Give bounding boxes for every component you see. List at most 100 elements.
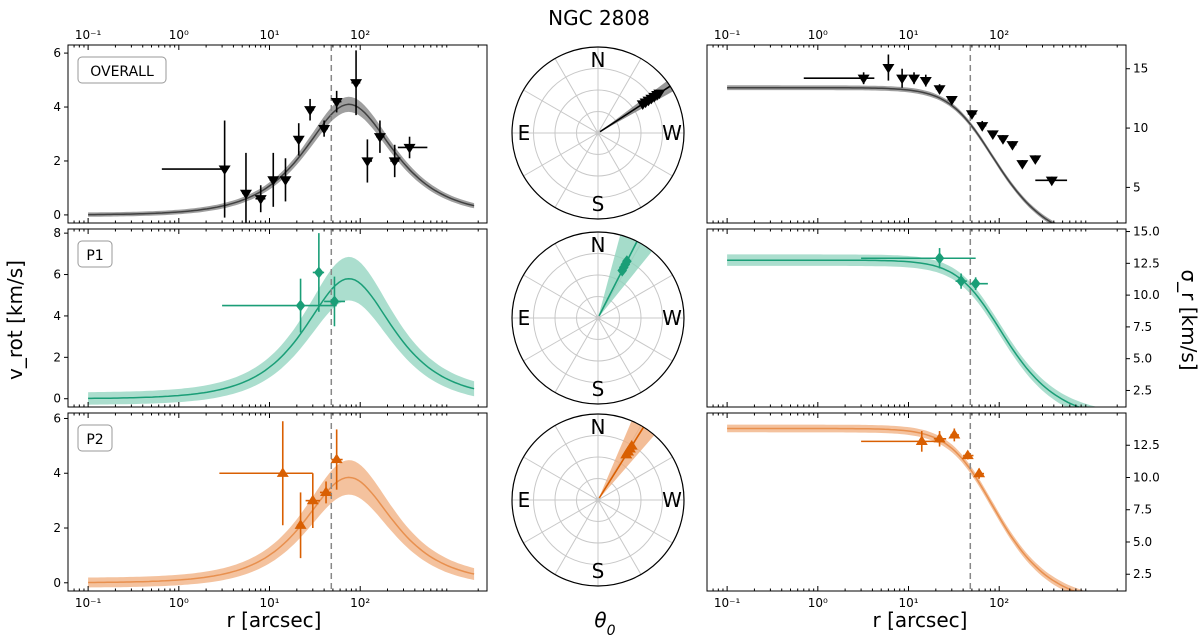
x-tick-label: 10² xyxy=(350,596,370,610)
compass-s: S xyxy=(592,377,605,401)
model-band xyxy=(88,96,475,217)
panel-frame xyxy=(706,412,1127,592)
data-point xyxy=(330,453,343,464)
x-tick-label: 10² xyxy=(350,28,370,42)
polar-point xyxy=(625,440,638,450)
panel-label: P2 xyxy=(86,432,103,448)
data-point xyxy=(329,295,340,308)
sigma-panel-overall: 5 10 15 10⁻¹ 10⁰ 10¹ 10² xyxy=(706,28,1148,224)
data-point xyxy=(945,95,958,106)
data-point xyxy=(403,143,416,154)
data-point xyxy=(996,135,1009,145)
data-point xyxy=(314,266,324,279)
model-line xyxy=(88,103,475,216)
y-tick-label: 15 xyxy=(1133,62,1148,76)
y-tick-label: 4 xyxy=(53,309,61,323)
data-point xyxy=(318,125,331,135)
data-point xyxy=(350,79,363,89)
data-point xyxy=(896,74,909,85)
compass-w: W xyxy=(662,306,682,330)
data-point xyxy=(267,176,280,186)
model-band xyxy=(88,256,475,405)
model-line xyxy=(727,86,1054,223)
compass-n: N xyxy=(591,415,606,439)
polar-frame xyxy=(511,46,685,220)
data-point xyxy=(361,157,374,167)
data-point xyxy=(1006,141,1019,151)
compass-e: E xyxy=(518,121,531,145)
data-point xyxy=(218,165,231,176)
x-tick-label: 10⁻¹ xyxy=(75,28,102,42)
polar-direction-line xyxy=(597,426,645,501)
compass-n: N xyxy=(591,48,606,72)
panel-frame xyxy=(706,228,1127,408)
left-y-axis-label: v_rot [km/s] xyxy=(3,260,27,380)
x-tick-label: 10¹ xyxy=(898,28,918,42)
data-point xyxy=(279,176,292,186)
data-point xyxy=(933,85,946,95)
panel-frame xyxy=(67,228,488,408)
y-tick-label: 2 xyxy=(53,521,61,535)
sigma-panel-p2: 2.5 5.0 7.5 10.0 12.5 10⁻¹ 10⁰ 10¹ 10² xyxy=(706,412,1160,610)
data-point xyxy=(292,135,305,146)
y-tick-label: 2.5 xyxy=(1133,383,1152,397)
polar-center xyxy=(595,497,601,503)
panel-label-box xyxy=(77,240,113,268)
compass-s: S xyxy=(592,559,605,583)
data-point xyxy=(934,252,945,265)
polar-frame xyxy=(511,231,685,405)
panel-frame xyxy=(706,44,1127,224)
panel-label: P1 xyxy=(86,248,103,264)
y-tick-label: 6 xyxy=(53,46,61,60)
panel-label-box xyxy=(77,424,113,452)
x-tick-label: 10² xyxy=(989,596,1009,610)
polar-center xyxy=(595,130,601,136)
y-tick-label: 5.0 xyxy=(1133,352,1152,366)
compass-s: S xyxy=(592,192,605,216)
y-tick-label: 7.5 xyxy=(1133,503,1152,517)
polar-point xyxy=(653,89,666,100)
data-point xyxy=(373,133,386,143)
data-point xyxy=(1016,160,1029,170)
x-tick-label: 10² xyxy=(989,28,1009,42)
vrot-panel-p1: 0 2 4 6 8 P1 xyxy=(53,226,488,408)
polar-center xyxy=(595,315,601,321)
y-tick-label: 2 xyxy=(53,154,61,168)
x-tick-label: 10¹ xyxy=(259,596,279,610)
model-line xyxy=(88,476,475,584)
y-tick-label: 6 xyxy=(53,411,61,425)
y-tick-label: 10 xyxy=(1133,121,1148,135)
y-tick-label: 12.5 xyxy=(1133,438,1160,452)
polar-panel-p2: N E W S xyxy=(511,413,685,587)
data-point xyxy=(915,435,928,445)
y-tick-label: 15.0 xyxy=(1133,225,1160,239)
data-point xyxy=(986,130,999,140)
data-point xyxy=(330,98,343,108)
y-tick-label: 6 xyxy=(53,268,61,282)
data-point xyxy=(320,486,333,497)
y-tick-label: 0 xyxy=(53,392,61,406)
y-tick-label: 12.5 xyxy=(1133,256,1160,270)
polar-wedge xyxy=(598,420,655,500)
model-band xyxy=(727,424,1086,591)
y-tick-label: 5 xyxy=(1133,180,1141,194)
model-line xyxy=(727,427,1077,591)
model-line xyxy=(727,259,1081,407)
y-tick-label: 4 xyxy=(53,466,61,480)
data-point xyxy=(961,449,974,460)
model-band xyxy=(727,254,1098,407)
model-band xyxy=(727,85,1057,223)
data-point xyxy=(965,110,978,120)
data-point xyxy=(973,467,986,478)
data-point xyxy=(239,189,252,200)
compass-e: E xyxy=(518,306,531,330)
compass-w: W xyxy=(662,121,682,145)
y-tick-label: 10.0 xyxy=(1133,470,1160,484)
panel-frame xyxy=(67,44,488,224)
y-tick-label: 0 xyxy=(53,208,61,222)
data-point xyxy=(306,494,319,505)
data-point xyxy=(933,432,946,443)
y-tick-label: 4 xyxy=(53,100,61,114)
y-tick-label: 2.5 xyxy=(1133,567,1152,581)
compass-e: E xyxy=(518,488,531,512)
